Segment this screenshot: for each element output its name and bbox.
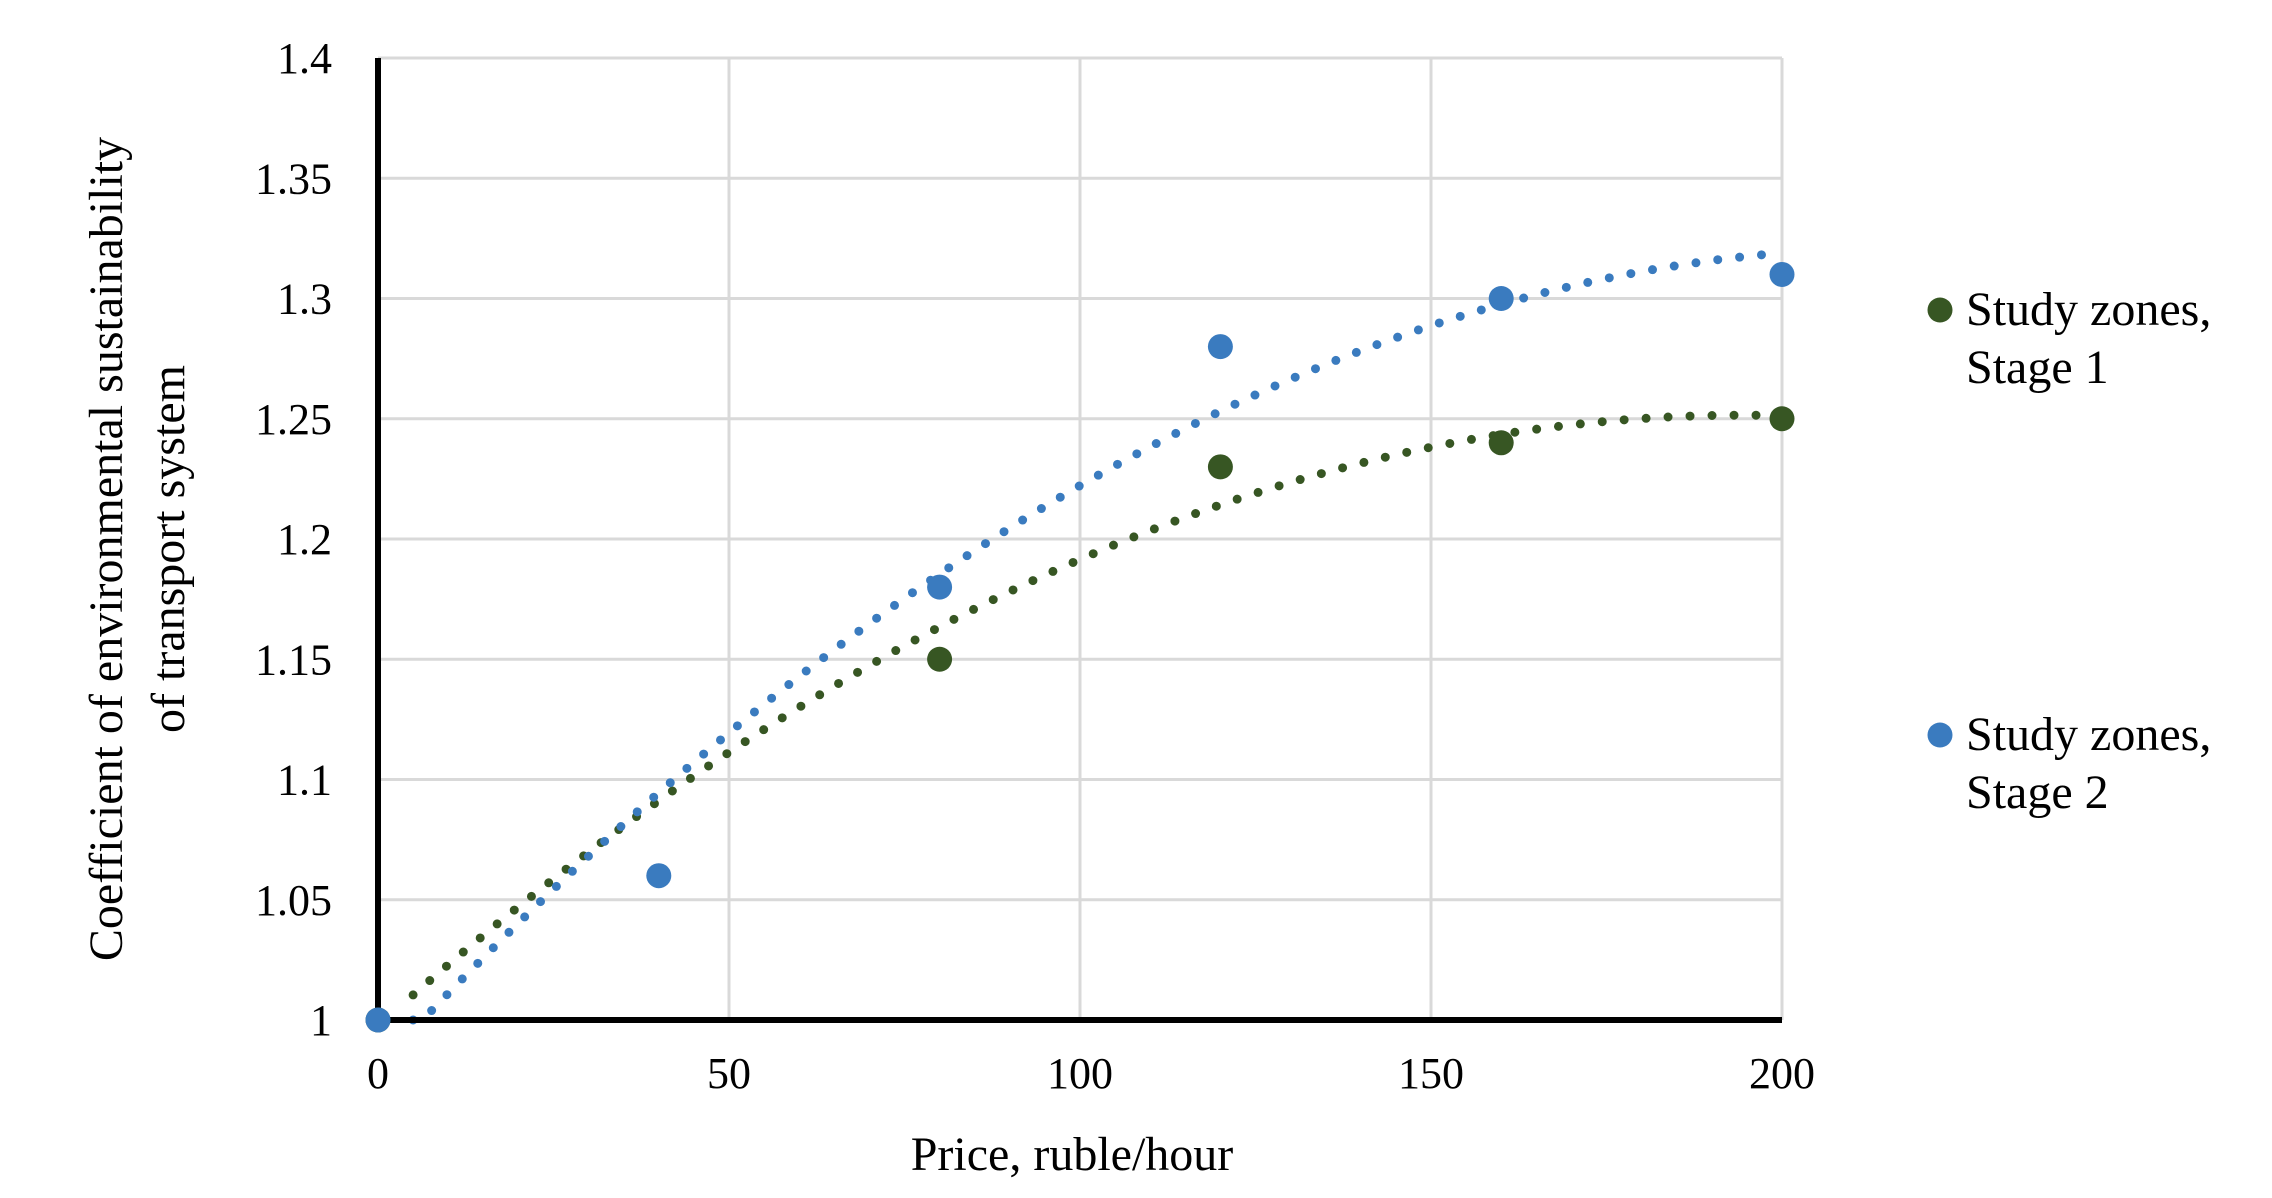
legend-marker-series-1 bbox=[1927, 297, 1953, 323]
y-tick-label: 1.25 bbox=[255, 395, 332, 444]
data-point-series-2 bbox=[1488, 286, 1514, 311]
x-tick-label: 150 bbox=[1398, 1049, 1464, 1098]
x-tick-label: 0 bbox=[367, 1049, 389, 1098]
y-tick-label: 1.1 bbox=[277, 756, 332, 805]
y-tick-label: 1.35 bbox=[255, 154, 332, 203]
gridlines bbox=[378, 56, 1784, 1020]
y-tick-label: 1.3 bbox=[277, 275, 332, 324]
legend-label-series-1: Stage 1 bbox=[1966, 341, 2109, 394]
y-tick-label: 1.2 bbox=[277, 515, 332, 564]
y-axis-title-line: of transport system bbox=[142, 365, 195, 733]
data-point-series-2 bbox=[927, 574, 953, 600]
data-points bbox=[365, 261, 1795, 1033]
x-axis-title: Price, ruble/hour bbox=[911, 1128, 1234, 1181]
axes bbox=[375, 58, 1782, 1023]
axis-titles: Price, ruble/hour Coefficient of environm… bbox=[80, 137, 1233, 1181]
y-axis-title-line: Coefficient of environmental sustainabil… bbox=[80, 137, 133, 961]
data-point-series-2 bbox=[646, 863, 672, 889]
y-tick-label: 1.05 bbox=[255, 876, 332, 925]
x-tick-label: 100 bbox=[1047, 1049, 1113, 1098]
tick-labels: 1 1.05 1.1 1.15 1.2 1.25 1.3 1.35 1.4 0 50 100 150 20… bbox=[255, 34, 1815, 1098]
data-point-series-2 bbox=[1207, 334, 1233, 360]
data-point-series-1 bbox=[1769, 406, 1795, 432]
data-point-series-2 bbox=[1769, 261, 1795, 287]
x-tick-label: 50 bbox=[707, 1049, 751, 1098]
legend-marker-series-2 bbox=[1927, 722, 1953, 748]
legend-label-series-2: Stage 2 bbox=[1966, 766, 2109, 819]
trendlines bbox=[408, 249, 1780, 1025]
trendline-series-2 bbox=[408, 249, 1780, 1025]
data-point-series-1 bbox=[1207, 454, 1233, 480]
legend-label-series-2: Study zones, bbox=[1966, 708, 2211, 761]
legend-label-series-1: Study zones, bbox=[1966, 283, 2211, 336]
y-tick-label: 1 bbox=[310, 996, 332, 1045]
data-point-series-2 bbox=[365, 1007, 391, 1033]
y-tick-label: 1.4 bbox=[277, 34, 332, 83]
y-tick-label: 1.15 bbox=[255, 635, 332, 684]
x-tick-label: 200 bbox=[1749, 1049, 1815, 1098]
trendline-series-1 bbox=[408, 410, 1780, 1000]
data-point-series-1 bbox=[927, 646, 953, 672]
data-point-series-1 bbox=[1488, 430, 1514, 456]
